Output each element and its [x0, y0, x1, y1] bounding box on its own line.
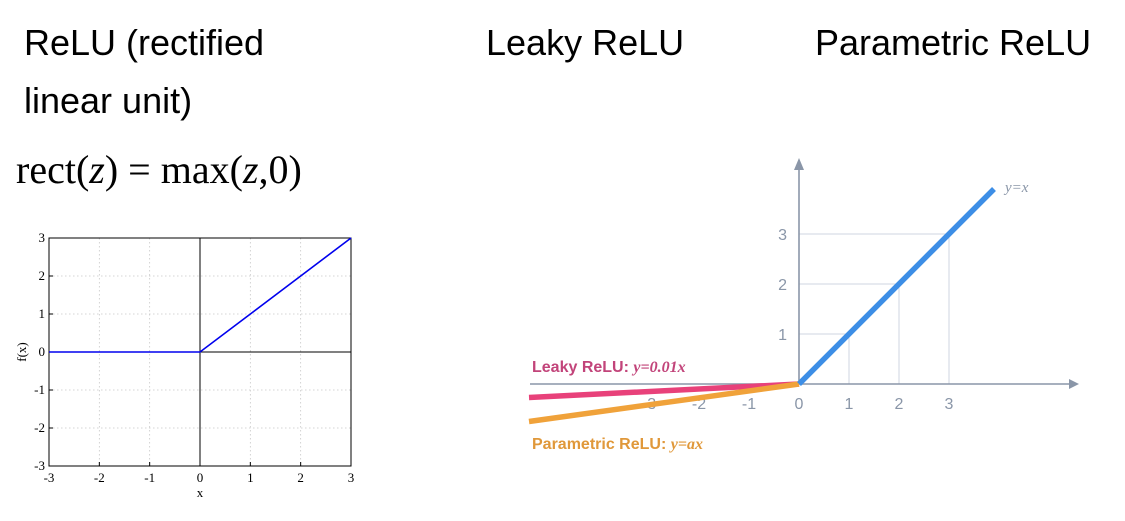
y-tick-label: 3: [39, 230, 46, 245]
x-tick-label: -1: [742, 396, 756, 413]
y-tick-label: 1: [39, 306, 46, 321]
formula-function: rect(: [16, 147, 90, 192]
formula-variable: z: [89, 147, 105, 192]
x-tick-label: 3: [945, 396, 954, 413]
leaky-relu-label: Leaky ReLU: y=0.01x: [532, 359, 686, 376]
parametric-relu-label: Parametric ReLU: y=ax: [532, 436, 703, 453]
relu-series-line: [49, 237, 352, 353]
x-axis-arrow: [1069, 379, 1079, 389]
y-tick-label: 2: [39, 268, 46, 283]
x-tick-label: -3: [44, 470, 55, 485]
x-tick-label: -1: [144, 470, 155, 485]
y-tick-label: 0: [39, 344, 46, 359]
leaky-relu-line: [528, 381, 800, 401]
relu-chart: -3 -2 -1 0 1 2 3 -3 -2 -1 0 1 2 3 x f(x): [14, 230, 355, 500]
relu-formula: rect(z) = max(z,0): [16, 146, 302, 193]
y-axis-arrow: [794, 158, 804, 170]
y-tick-label: 1: [778, 327, 787, 344]
identity-line: [797, 187, 996, 386]
x-axis-label: x: [197, 485, 204, 500]
y-tick-label: -2: [34, 420, 45, 435]
x-tick-label: 2: [895, 396, 904, 413]
x-tick-label: 1: [845, 396, 854, 413]
identity-label: y=x: [1003, 180, 1029, 196]
x-tick-label: -2: [94, 470, 105, 485]
y-tick-label: -1: [34, 382, 45, 397]
relu-title-line2: linear unit): [24, 80, 193, 121]
relu-title-line1: ReLU (rectified: [24, 22, 265, 63]
x-tick-label: 0: [795, 396, 804, 413]
y-axis-label: f(x): [14, 342, 29, 362]
x-tick-label: 1: [247, 470, 254, 485]
formula-end: ,0): [258, 147, 302, 192]
x-tick-label: 3: [348, 470, 355, 485]
x-tick-label: 0: [197, 470, 204, 485]
y-tick-label: -3: [34, 458, 45, 473]
formula-middle: ) = max(: [104, 147, 243, 192]
leaky-relu-title: Leaky ReLU: [486, 22, 685, 63]
y-tick-label: 3: [778, 227, 787, 244]
parametric-relu-title: Parametric ReLU: [815, 22, 1092, 63]
parametric-relu-line: [528, 381, 800, 425]
formula-variable: z: [242, 147, 259, 192]
x-tick-label: 2: [297, 470, 304, 485]
y-tick-label: 2: [778, 277, 787, 294]
